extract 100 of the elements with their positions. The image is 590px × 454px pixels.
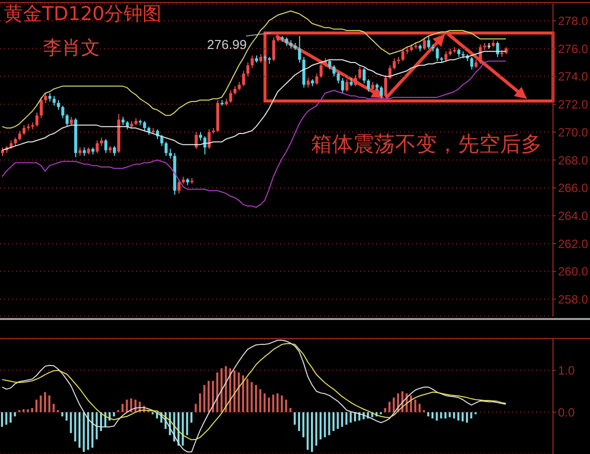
bar (255, 385, 257, 412)
y-tick-label: 262.0 (558, 236, 588, 251)
bar (52, 404, 55, 412)
candlestick (328, 59, 332, 70)
bar (285, 400, 288, 412)
candlestick (358, 66, 362, 80)
bar (427, 412, 430, 416)
candlestick (427, 34, 430, 50)
candlestick (336, 72, 340, 84)
candlestick (392, 58, 396, 70)
candlestick (341, 77, 344, 94)
bar (66, 412, 68, 421)
bar (328, 412, 330, 436)
bar (302, 412, 304, 438)
bar (61, 412, 64, 416)
y-tick-label: 272.0 (558, 98, 588, 112)
candlestick (143, 120, 146, 132)
bar (70, 412, 72, 434)
bar (436, 412, 438, 421)
bar (453, 412, 456, 418)
text: 李肖文 (43, 37, 100, 59)
candlestick (250, 55, 254, 69)
bar (212, 380, 214, 412)
bar (126, 400, 128, 412)
bar (134, 400, 136, 412)
bar (324, 412, 326, 438)
bar (418, 404, 421, 412)
bar (44, 392, 46, 412)
y-tick-label: 266.0 (558, 181, 588, 196)
candlestick (56, 100, 60, 110)
candlestick (168, 148, 172, 160)
candlestick (384, 74, 388, 98)
candlestick (478, 44, 482, 64)
bar (440, 412, 442, 418)
bar (82, 412, 85, 452)
candlestick (96, 140, 99, 154)
bar (48, 395, 50, 412)
bar (1, 412, 3, 427)
bar (457, 412, 460, 421)
candlestick (320, 62, 323, 78)
bar (242, 375, 244, 412)
y-tick-label: 278.0 (558, 14, 588, 28)
bar (238, 372, 240, 412)
bar (432, 412, 434, 418)
candlestick (306, 77, 310, 88)
candlestick (380, 86, 383, 100)
candlestick (52, 95, 56, 106)
bar (470, 412, 472, 418)
bar (259, 389, 262, 412)
bar (87, 412, 90, 450)
candlestick (66, 114, 69, 128)
bar (96, 412, 98, 440)
bar (448, 412, 451, 418)
bar (268, 398, 270, 412)
bar (78, 412, 80, 448)
candlestick (345, 78, 348, 92)
bar (199, 393, 202, 412)
bar (190, 412, 192, 423)
y-tick-label: 274.0 (558, 70, 588, 84)
candlestick (112, 146, 116, 156)
candlestick (194, 132, 198, 150)
y-tick-label: 0.0 (558, 405, 576, 420)
y-tick-label: 260.0 (558, 264, 588, 279)
bar (182, 412, 184, 446)
y-tick-label: 258.0 (558, 292, 588, 307)
candlestick (246, 62, 250, 77)
y-tick-label: 268.0 (558, 153, 588, 168)
bar (220, 368, 223, 412)
bar (112, 412, 115, 416)
bar (320, 412, 322, 440)
candlestick (40, 96, 43, 119)
bar (250, 382, 253, 412)
candlestick (332, 64, 336, 77)
y-tick-label: 276.0 (558, 42, 588, 56)
bar (194, 404, 197, 412)
y-tick-label: 270.0 (558, 125, 588, 140)
bar (186, 412, 188, 436)
candlestick (444, 50, 448, 62)
candlestick (203, 136, 206, 155)
bar (264, 393, 266, 412)
candlestick (470, 56, 474, 70)
candlestick (208, 128, 211, 150)
bar (229, 368, 232, 412)
candlestick (104, 138, 108, 154)
bar (5, 412, 8, 425)
bar (10, 412, 12, 423)
bar (392, 398, 395, 412)
bar (306, 412, 309, 450)
candlestick (366, 78, 370, 92)
y-tick-label: 1.0 (558, 364, 576, 378)
annotation: 箱体震荡不变，先空后多 (311, 132, 542, 157)
bar (276, 393, 279, 412)
bar (414, 400, 416, 412)
bar (289, 408, 292, 412)
bar (40, 395, 42, 412)
candlestick (18, 130, 22, 141)
bar (224, 366, 227, 412)
candlestick (496, 41, 500, 58)
bar (310, 412, 313, 452)
bar (466, 412, 468, 423)
